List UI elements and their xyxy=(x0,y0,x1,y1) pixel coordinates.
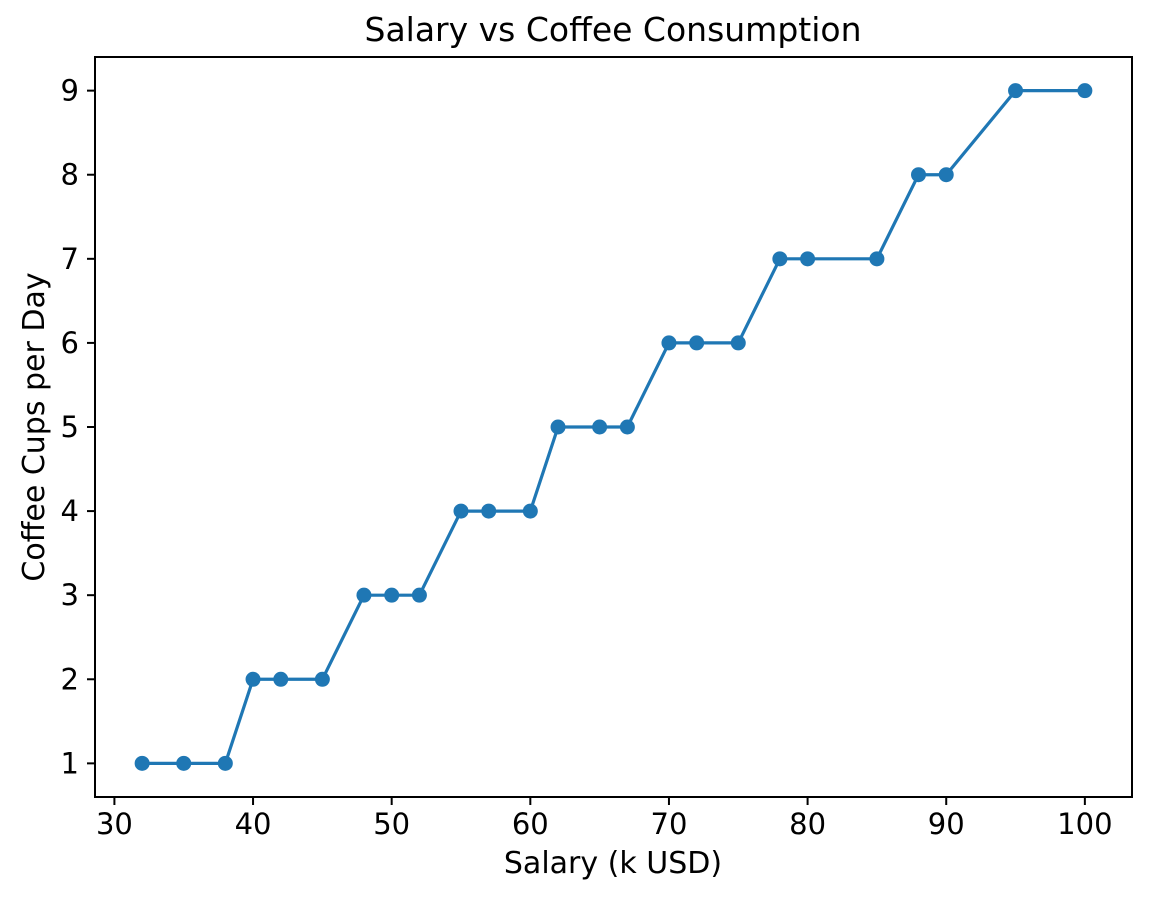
data-point xyxy=(592,419,608,435)
data-point xyxy=(411,587,427,603)
data-point xyxy=(938,167,954,183)
data-series xyxy=(134,83,1093,771)
data-point xyxy=(453,503,469,519)
y-tick-label: 3 xyxy=(61,578,79,612)
y-axis-ticks: 1 2 3 4 5 6 7 8 9 xyxy=(61,74,95,780)
x-axis-label: Salary (k USD) xyxy=(504,846,722,881)
y-tick-label: 7 xyxy=(61,242,79,276)
y-axis-label: Coffee Cups per Day xyxy=(17,272,52,581)
data-point xyxy=(1008,83,1024,99)
data-point xyxy=(314,671,330,687)
x-tick-label: 90 xyxy=(928,807,965,841)
data-point xyxy=(176,755,192,771)
y-tick-label: 1 xyxy=(61,746,79,780)
x-tick-label: 40 xyxy=(235,807,272,841)
data-point xyxy=(550,419,566,435)
x-tick-label: 80 xyxy=(789,807,826,841)
y-tick-label: 2 xyxy=(61,662,79,696)
data-point xyxy=(384,587,400,603)
x-axis-ticks: 30 40 50 60 70 80 90 100 xyxy=(96,797,1113,841)
chart-title: Salary vs Coffee Consumption xyxy=(365,10,862,49)
data-point xyxy=(217,755,233,771)
data-point xyxy=(481,503,497,519)
y-tick-label: 4 xyxy=(61,494,79,528)
data-point xyxy=(869,251,885,267)
data-point xyxy=(772,251,788,267)
data-line xyxy=(140,89,1087,765)
y-tick-label: 6 xyxy=(61,326,79,360)
y-tick-label: 8 xyxy=(61,158,79,192)
y-tick-label: 5 xyxy=(61,410,79,444)
data-point xyxy=(619,419,635,435)
data-point xyxy=(134,755,150,771)
data-point xyxy=(911,167,926,183)
x-tick-label: 30 xyxy=(96,807,133,841)
data-point xyxy=(273,671,289,687)
data-point xyxy=(689,335,705,351)
y-tick-label: 9 xyxy=(61,74,79,108)
data-point xyxy=(800,251,816,267)
x-tick-label: 70 xyxy=(651,807,688,841)
data-point xyxy=(661,335,677,351)
x-tick-label: 100 xyxy=(1057,807,1112,841)
data-point xyxy=(356,587,372,603)
data-point xyxy=(522,503,538,519)
data-point xyxy=(730,335,746,351)
x-tick-label: 50 xyxy=(373,807,410,841)
data-point xyxy=(245,671,261,687)
data-point xyxy=(1077,83,1093,99)
x-tick-label: 60 xyxy=(512,807,549,841)
